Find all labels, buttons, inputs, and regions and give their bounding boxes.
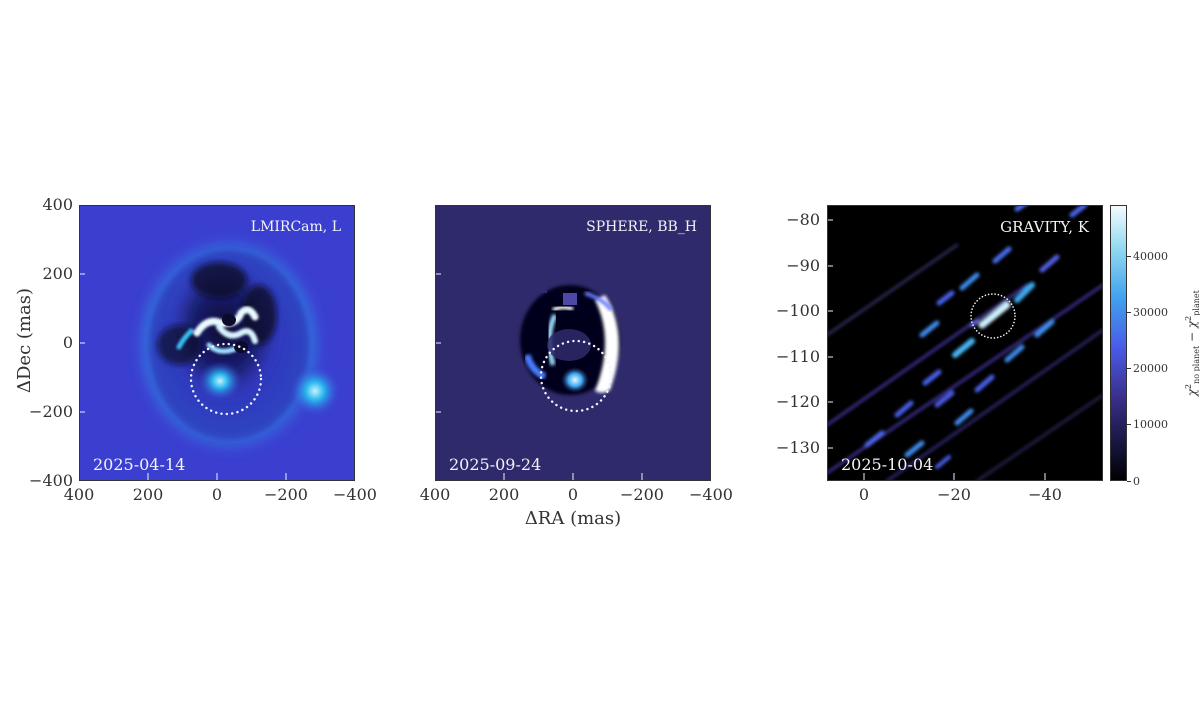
y-tick-label: −130 xyxy=(776,438,820,457)
candidate-circle xyxy=(970,293,1016,339)
x-tick-label: −200 xyxy=(264,485,308,504)
gravity-image-panel: GRAVITY, K 2025-10-04 xyxy=(827,205,1103,481)
y-tick-label: −120 xyxy=(776,392,820,411)
sphere-heatmap xyxy=(435,205,711,481)
y-tick-label: −80 xyxy=(786,210,820,229)
x-tick-label: −200 xyxy=(620,485,664,504)
colorbar-tick xyxy=(1127,312,1131,313)
y-tick-label: 0 xyxy=(62,333,73,352)
candidate-circle xyxy=(539,339,613,413)
date-label: 2025-04-14 xyxy=(93,455,186,474)
colorbar-tick-label: 10000 xyxy=(1133,418,1168,431)
y-axis-title: ΔDec (mas) xyxy=(14,288,35,393)
y-tick-label: −100 xyxy=(776,301,820,320)
lmircam-heatmap xyxy=(79,205,355,481)
colorbar-tick-label: 40000 xyxy=(1133,250,1168,263)
x-tick-label: 400 xyxy=(419,485,451,504)
colorbar-title-sup: 2 xyxy=(1183,315,1193,321)
y-tick-label: −90 xyxy=(786,256,820,275)
colorbar-title-chi: χ xyxy=(1184,320,1199,329)
date-label: 2025-09-24 xyxy=(449,455,542,474)
y-tick-label: −400 xyxy=(29,471,73,490)
y-tick-label: −110 xyxy=(776,347,820,366)
colorbar-title-sub-planet: planet xyxy=(1192,290,1200,316)
x-tick-label: 400 xyxy=(63,485,95,504)
x-tick-label: 0 xyxy=(211,485,223,504)
x-tick-label: −20 xyxy=(937,485,971,504)
colorbar-tick-label: 0 xyxy=(1133,475,1140,488)
x-axis-title: ΔRA (mas) xyxy=(524,508,622,529)
instrument-label: GRAVITY, K xyxy=(1000,218,1089,236)
colorbar-tick xyxy=(1127,256,1131,257)
instrument-label: SPHERE, BB_H xyxy=(586,219,697,235)
candidate-circle xyxy=(189,342,263,416)
x-tick-label: 0 xyxy=(567,485,579,504)
colorbar-title-minus: − xyxy=(1184,328,1199,346)
tick-marks xyxy=(79,273,287,481)
x-tick-label: 200 xyxy=(132,485,164,504)
x-tick-label: 200 xyxy=(488,485,520,504)
x-tick-label: −400 xyxy=(689,485,733,504)
y-tick-label: 400 xyxy=(42,195,73,214)
y-tick-label: −200 xyxy=(29,402,73,421)
colorbar-tick xyxy=(1127,424,1131,425)
colorbar-tick-label: 30000 xyxy=(1133,306,1168,319)
colorbar-tick xyxy=(1127,481,1131,482)
x-tick-label: −400 xyxy=(333,485,377,504)
instrument-label: LMIRCam, L xyxy=(250,219,341,235)
colorbar-title: χ2no planet − χ2planet xyxy=(1183,283,1200,403)
x-tick-label: 0 xyxy=(858,485,870,504)
colorbar-tick-label: 20000 xyxy=(1133,362,1168,375)
date-label: 2025-10-04 xyxy=(841,455,934,474)
colorbar-tick xyxy=(1127,368,1131,369)
colorbar-title-sup: 2 xyxy=(1183,383,1193,389)
colorbar-title-chi: χ xyxy=(1184,388,1199,397)
colorbar-title-sub-noplanet: no planet xyxy=(1192,345,1200,384)
sphere-image-panel: SPHERE, BB_H 2025-09-24 xyxy=(435,205,711,481)
lmircam-image-panel: LMIRCam, L 2025-04-14 xyxy=(79,205,355,481)
colorbar xyxy=(1110,205,1127,481)
gravity-heatmap xyxy=(827,205,1103,481)
y-tick-label: 200 xyxy=(42,264,73,283)
x-tick-label: −40 xyxy=(1028,485,1062,504)
